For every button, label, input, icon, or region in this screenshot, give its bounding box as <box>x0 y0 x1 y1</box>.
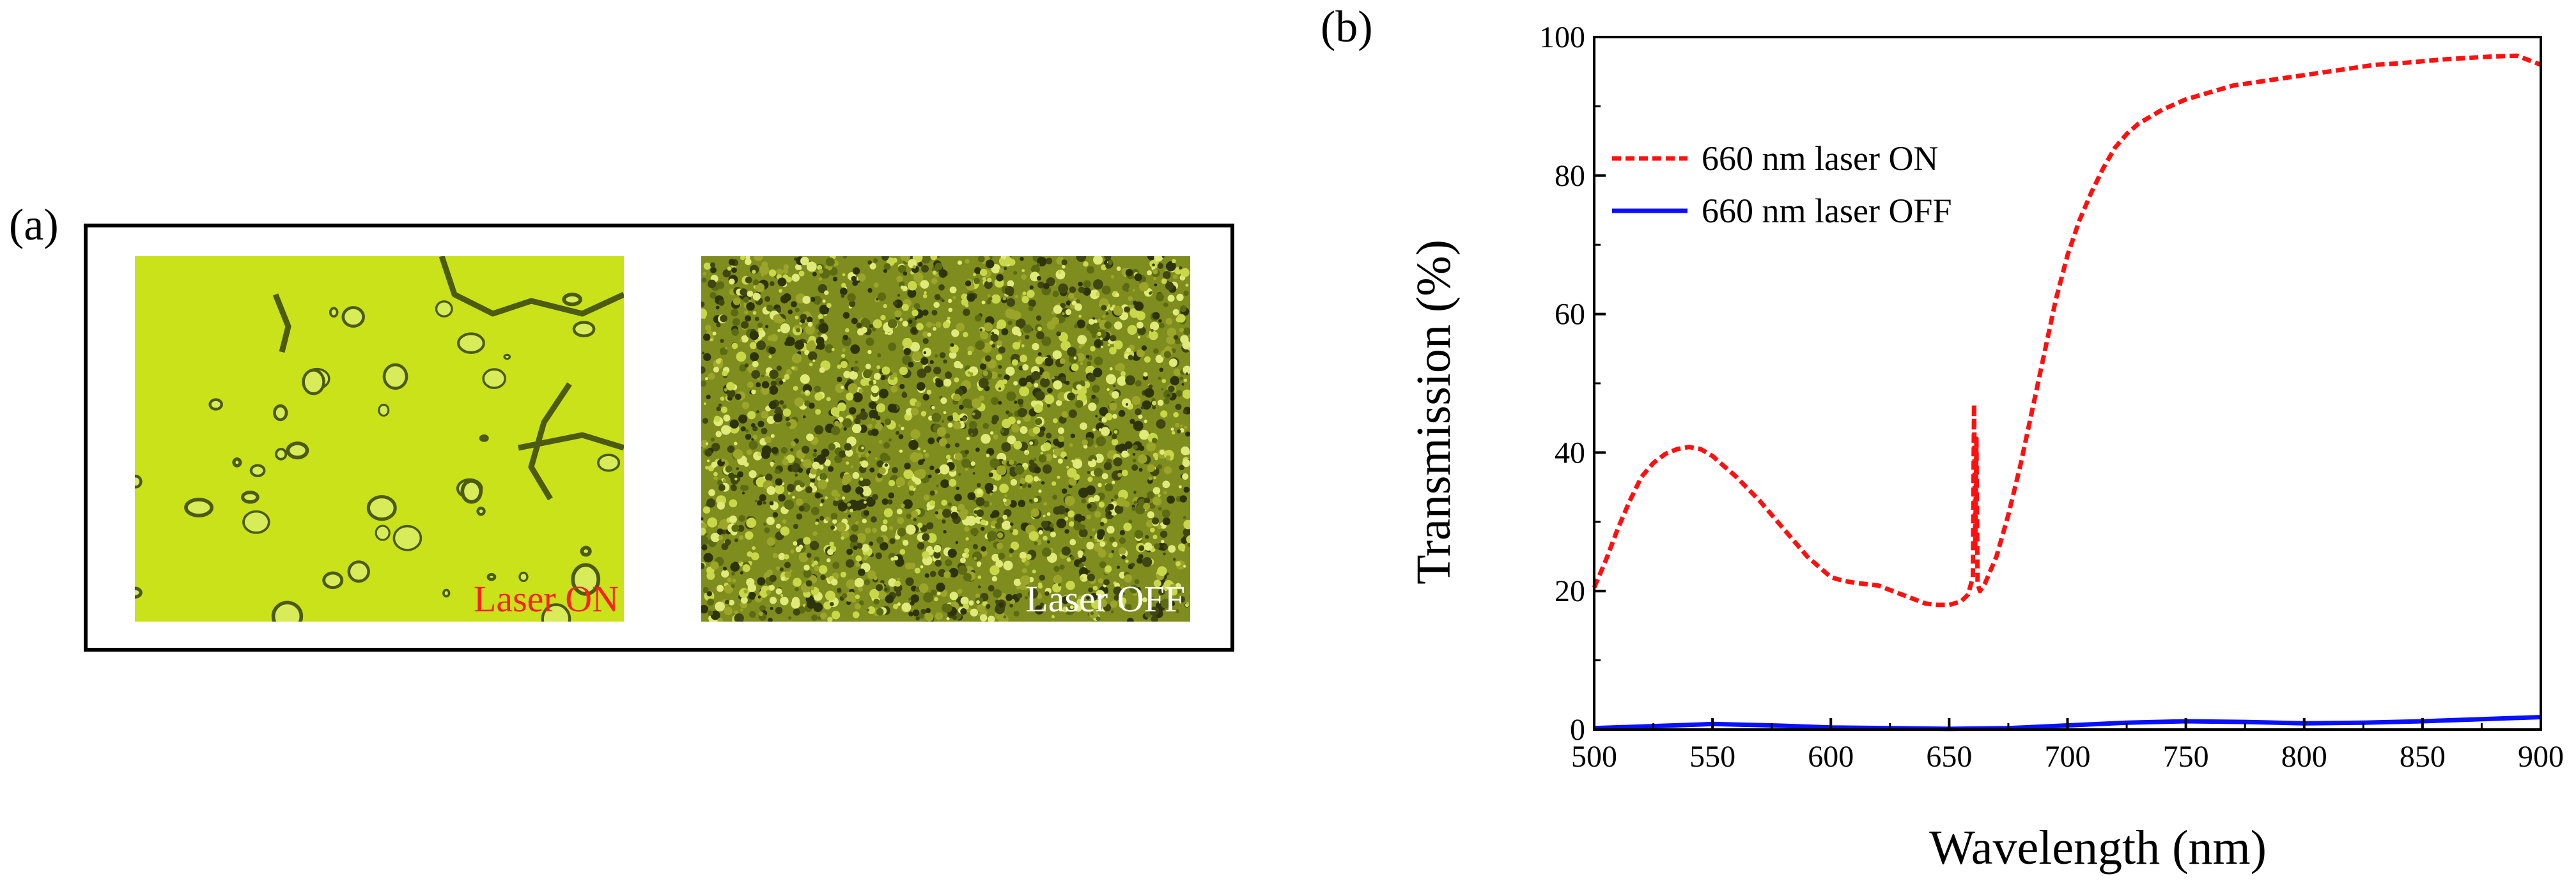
x-axis-label: Wavelength (nm) <box>1929 821 2267 875</box>
x-tick-label: 700 <box>2045 740 2091 774</box>
y-axis-label: Transmission (%) <box>1407 240 1461 585</box>
legend-label: 660 nm laser ON <box>1702 139 1938 178</box>
y-tick-label: 40 <box>1555 436 1585 470</box>
x-tick-label: 550 <box>1689 740 1735 774</box>
series-line-laser-on <box>1592 53 2542 608</box>
x-tick-label: 750 <box>2163 740 2209 774</box>
y-tick-label: 60 <box>1555 298 1585 332</box>
micrograph-frame <box>84 224 1234 652</box>
x-tick-label: 900 <box>2518 740 2564 774</box>
x-tick-label: 500 <box>1571 740 1617 774</box>
panel-label-a: (a) <box>9 201 59 250</box>
y-tick-label: 80 <box>1555 159 1585 193</box>
panel-label-b: (b) <box>1321 3 1373 52</box>
micrograph-caption-laser-off: Laser OFF <box>1025 578 1185 620</box>
y-tick-label: 20 <box>1555 574 1585 608</box>
x-tick-label: 850 <box>2400 740 2446 774</box>
x-tick-label: 800 <box>2281 740 2327 774</box>
micrograph-caption-laser-on: Laser ON <box>473 578 619 620</box>
y-tick-label: 0 <box>1570 713 1585 747</box>
y-tick-label: 100 <box>1539 20 1585 54</box>
legend-label: 660 nm laser OFF <box>1702 192 1952 230</box>
x-tick-label: 600 <box>1808 740 1854 774</box>
x-tick-label: 650 <box>1926 740 1972 774</box>
micrograph-laser-on: Laser ON <box>135 256 624 622</box>
micrograph-laser-off: Laser OFF <box>701 256 1190 622</box>
